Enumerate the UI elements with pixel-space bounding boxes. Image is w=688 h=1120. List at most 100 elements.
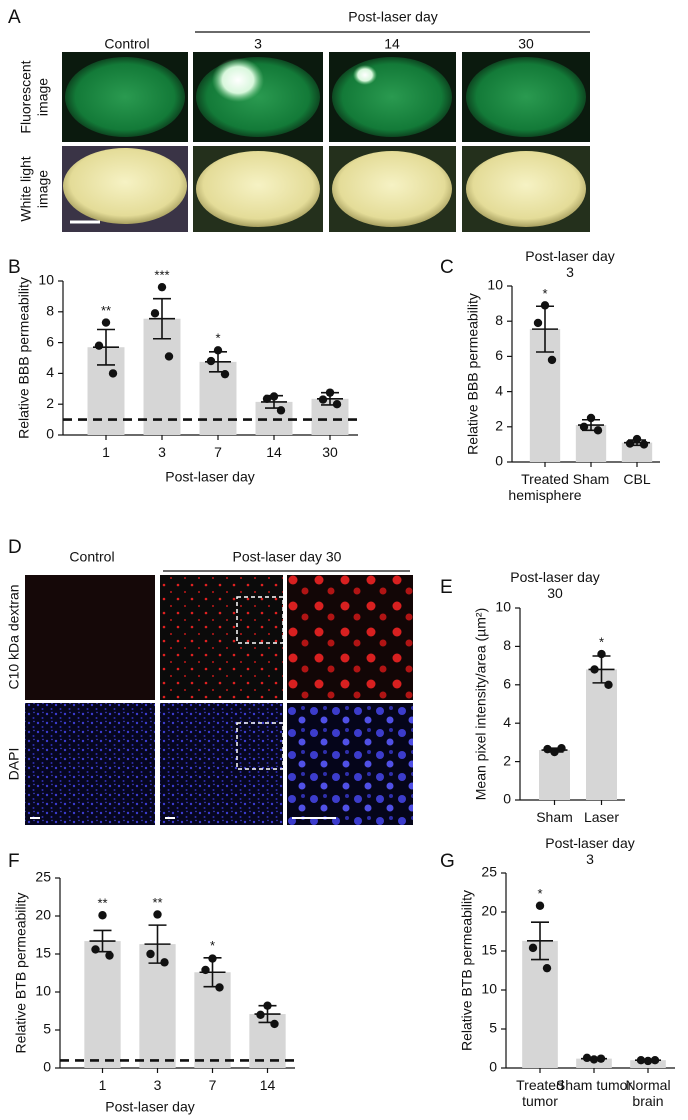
y-tick-label: 25 — [481, 864, 497, 880]
data-point — [150, 309, 160, 318]
data-point — [590, 665, 599, 674]
data-point — [276, 406, 286, 415]
data-point — [543, 744, 552, 754]
y-tick-label: 0 — [503, 791, 511, 807]
y-tick-label: 15 — [481, 942, 497, 958]
data-point — [632, 434, 642, 444]
x-tick-label: Treated tumor — [516, 1077, 564, 1109]
data-point — [270, 1019, 279, 1029]
y-tick-label: 10 — [495, 599, 511, 615]
data-point — [550, 747, 559, 757]
data-point — [164, 352, 174, 361]
bar — [84, 941, 121, 1068]
data-point — [636, 1056, 646, 1065]
y-tick-label: 8 — [495, 312, 503, 328]
data-point — [542, 963, 552, 973]
x-axis-label: Post-laser day — [165, 469, 254, 485]
data-point — [98, 911, 107, 920]
x-tick-label: 14 — [266, 444, 282, 460]
x-tick-label: 1 — [102, 444, 110, 460]
y-axis-label: Relative BTB permeability — [459, 890, 475, 1051]
data-point — [91, 945, 100, 954]
column-label: Control — [69, 549, 114, 565]
y-tick-label: 25 — [35, 869, 51, 885]
bar — [194, 972, 231, 1068]
significance-label: * — [542, 286, 547, 301]
y-tick-label: 4 — [46, 364, 54, 380]
data-point — [596, 1054, 606, 1063]
y-tick-label: 5 — [43, 1021, 51, 1037]
data-point — [650, 1056, 660, 1065]
bar — [538, 750, 571, 800]
bar — [199, 361, 237, 435]
chart-title: Post-laser day 3 — [525, 248, 615, 280]
y-tick-label: 10 — [481, 981, 497, 997]
panel-label: C — [440, 257, 454, 278]
chart-title: Post-laser day 30 — [510, 569, 600, 601]
panel-label: A — [8, 7, 21, 28]
data-point — [533, 318, 543, 328]
data-point — [639, 440, 649, 449]
significance-label: * — [215, 331, 220, 346]
data-point — [262, 394, 272, 404]
y-tick-label: 5 — [489, 1020, 497, 1036]
x-tick-label: 7 — [214, 444, 222, 460]
y-tick-label: 0 — [489, 1059, 497, 1075]
x-tick-label: Sham tumor — [555, 1077, 633, 1093]
y-tick-label: 20 — [35, 907, 51, 923]
data-point — [593, 426, 603, 435]
significance-label: ** — [152, 895, 162, 910]
y-tick-label: 2 — [46, 395, 54, 411]
x-tick-label: Sham — [572, 471, 610, 487]
panel-d-images — [25, 575, 413, 825]
row-label: Fluorescent — [18, 60, 34, 133]
y-tick-label: 2 — [503, 752, 511, 768]
x-tick-label: 7 — [208, 1077, 217, 1093]
y-axis-label: Relative BBB permeability — [465, 293, 481, 455]
row-label: C10 kDa dextran — [6, 584, 22, 689]
x-tick-label: Treated hemisphere — [508, 471, 582, 503]
row-label: DAPI — [6, 748, 22, 781]
significance-label: ** — [101, 303, 111, 318]
y-axis-label: Mean pixel intensity/area (µm²) — [473, 608, 489, 800]
data-point — [206, 356, 216, 366]
y-axis-label: Relative BTB permeability — [13, 892, 29, 1053]
significance-label: * — [210, 938, 215, 953]
data-point — [318, 395, 328, 404]
x-tick-label: CBL — [623, 471, 651, 487]
x-tick-label: 3 — [158, 444, 166, 460]
data-point — [325, 388, 335, 397]
data-point — [269, 392, 279, 401]
y-tick-label: 8 — [503, 637, 511, 653]
data-point — [101, 318, 111, 327]
data-point — [547, 355, 557, 365]
data-point — [332, 400, 342, 409]
y-tick-label: 6 — [46, 333, 54, 349]
x-tick-label: 3 — [153, 1077, 162, 1093]
y-tick-label: 8 — [46, 303, 54, 319]
data-point — [215, 983, 224, 992]
data-point — [157, 282, 167, 292]
significance-label: * — [599, 635, 604, 650]
x-tick-label: 14 — [259, 1077, 276, 1093]
y-tick-label: 6 — [503, 676, 511, 692]
significance-label: ** — [97, 896, 107, 911]
row-label: image — [35, 78, 51, 116]
data-point — [540, 301, 550, 310]
y-tick-label: 15 — [35, 945, 51, 961]
x-tick-label: Normal brain — [625, 1077, 671, 1109]
bar — [139, 944, 176, 1068]
y-tick-label: 0 — [43, 1059, 51, 1075]
column-label: 3 — [254, 36, 262, 52]
y-tick-label: 10 — [35, 983, 51, 999]
row-label: image — [35, 170, 51, 208]
row-label: White light — [18, 156, 34, 221]
data-point — [625, 439, 635, 448]
y-tick-label: 0 — [46, 426, 54, 442]
x-tick-label: 30 — [322, 444, 338, 460]
data-point — [220, 369, 230, 379]
data-point — [208, 954, 217, 963]
y-tick-label: 4 — [495, 382, 503, 398]
